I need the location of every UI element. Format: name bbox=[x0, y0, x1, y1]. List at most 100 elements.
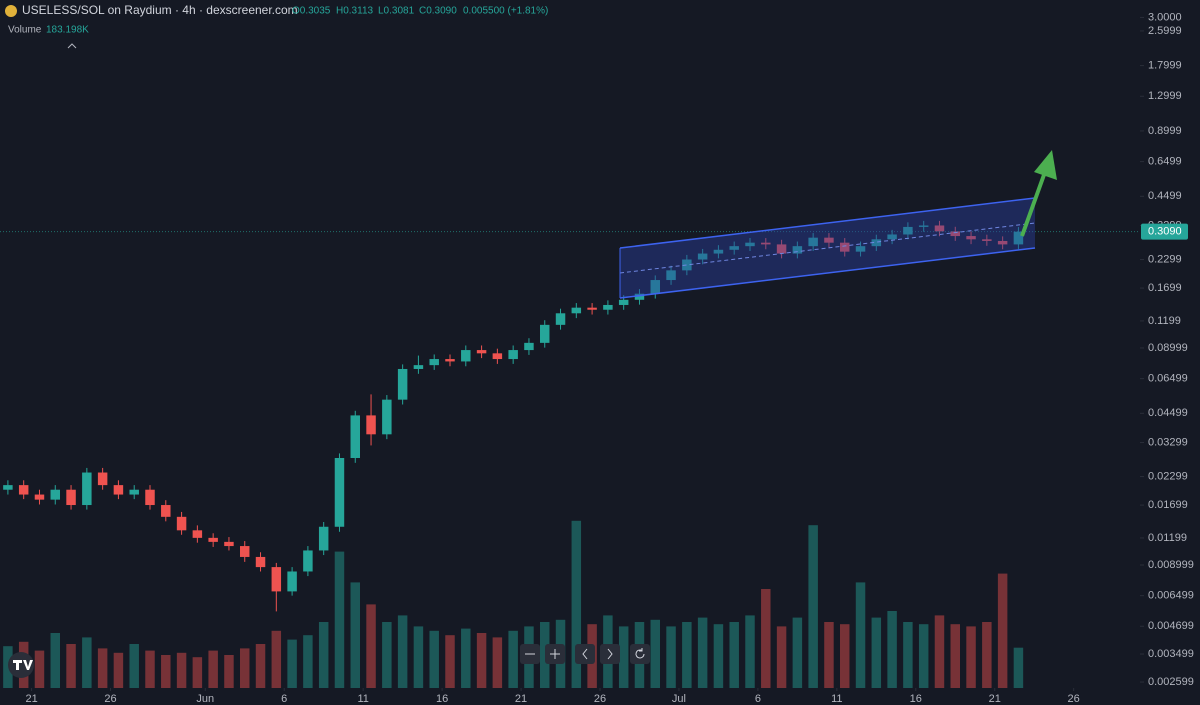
scroll-left-icon bbox=[582, 648, 588, 660]
volume-bar bbox=[113, 652, 124, 688]
volume-bar bbox=[697, 617, 708, 688]
y-tick-label: 0.003499 bbox=[1148, 648, 1194, 660]
chart-title: USELESS/SOL on Raydium · 4h · dexscreene… bbox=[22, 3, 298, 17]
volume-bar bbox=[824, 622, 834, 688]
candle-body bbox=[571, 307, 582, 314]
x-tick-label: 21 bbox=[989, 693, 1001, 705]
volume-bar bbox=[240, 648, 250, 688]
candle-body bbox=[792, 246, 803, 254]
candle-body bbox=[997, 240, 1008, 245]
candle-body bbox=[3, 485, 13, 490]
scroll-right-icon bbox=[607, 648, 613, 660]
volume-bar bbox=[776, 626, 787, 688]
volume-bar bbox=[918, 624, 929, 688]
volume-bar bbox=[3, 646, 13, 688]
volume-bar bbox=[745, 615, 755, 688]
ohlc-high: H0.3113 bbox=[336, 6, 374, 17]
volume-bar bbox=[66, 644, 76, 688]
candle-body bbox=[650, 280, 660, 294]
candle-body bbox=[334, 458, 345, 527]
candle-body bbox=[176, 516, 187, 531]
collapse-icon[interactable] bbox=[67, 43, 77, 49]
candle-body bbox=[66, 489, 76, 506]
toolbar bbox=[520, 644, 650, 664]
y-tick-label: 2.5999 bbox=[1148, 25, 1182, 37]
volume-bar bbox=[792, 617, 803, 688]
y-tick-label: 0.01699 bbox=[1148, 499, 1188, 511]
y-tick-label: 0.04499 bbox=[1148, 407, 1188, 419]
x-tick-label: 11 bbox=[357, 693, 368, 705]
candle-body bbox=[208, 537, 218, 542]
y-tick-label: 0.002599 bbox=[1148, 676, 1194, 688]
reset-button[interactable] bbox=[630, 644, 650, 664]
volume-bar bbox=[950, 624, 960, 688]
y-tick-label: 0.03299 bbox=[1148, 436, 1188, 448]
candle-body bbox=[950, 231, 960, 237]
candle-body bbox=[303, 550, 313, 572]
candle-body bbox=[540, 324, 550, 343]
volume-bar bbox=[271, 630, 282, 688]
candle-body bbox=[366, 415, 376, 435]
candle-body bbox=[224, 541, 234, 547]
x-tick-label: 6 bbox=[281, 693, 287, 705]
candle-body bbox=[1013, 231, 1024, 245]
candle-body bbox=[476, 350, 487, 354]
x-tick-label: 21 bbox=[25, 693, 37, 705]
volume-bar bbox=[429, 630, 439, 688]
candle-body bbox=[255, 556, 266, 568]
volume-bar bbox=[34, 650, 45, 688]
volume-bar bbox=[82, 637, 92, 688]
y-tick-label: 1.2999 bbox=[1148, 90, 1182, 102]
y-tick-label: 0.1199 bbox=[1148, 315, 1181, 327]
candle-body bbox=[82, 472, 92, 506]
volume-bar bbox=[808, 525, 818, 688]
channel bbox=[620, 198, 1035, 298]
volume-bar bbox=[461, 628, 471, 688]
volume-bar bbox=[650, 619, 660, 688]
volume-bar bbox=[540, 622, 550, 688]
y-tick-label: 0.4499 bbox=[1148, 190, 1182, 202]
candle-body bbox=[287, 571, 297, 592]
candle-body bbox=[113, 485, 124, 495]
candle-body bbox=[603, 304, 613, 310]
candle-body bbox=[508, 350, 518, 360]
ohlc-close: C0.3090 bbox=[419, 6, 457, 17]
volume-bar bbox=[887, 611, 897, 688]
volume-bar bbox=[982, 622, 992, 688]
volume-bar bbox=[224, 655, 234, 688]
volume-bar bbox=[934, 615, 945, 688]
scroll-left-button[interactable] bbox=[575, 644, 595, 664]
candle-body bbox=[776, 244, 787, 254]
candle-body bbox=[713, 249, 724, 254]
x-tick-label: 16 bbox=[910, 693, 922, 705]
volume-bar bbox=[618, 626, 629, 688]
y-tick-label: 1.7999 bbox=[1148, 60, 1182, 72]
volume-bar bbox=[476, 633, 487, 688]
volume-bar bbox=[729, 622, 739, 688]
candle-body bbox=[840, 242, 850, 252]
volume-bar bbox=[287, 639, 297, 688]
x-tick-label: 11 bbox=[831, 693, 842, 705]
y-tick-label: 0.008999 bbox=[1148, 559, 1194, 571]
candle-body bbox=[129, 489, 139, 495]
y-tick-label: 0.6499 bbox=[1148, 156, 1182, 168]
volume-bar bbox=[97, 648, 108, 688]
volume-bar bbox=[682, 622, 692, 688]
price-label-box bbox=[1141, 223, 1188, 240]
volume-bar bbox=[840, 624, 850, 688]
x-tick-label: Jun bbox=[196, 693, 214, 705]
candle-body bbox=[397, 368, 408, 400]
volume-bar bbox=[761, 589, 771, 688]
y-tick-label: 0.8999 bbox=[1148, 125, 1182, 137]
volume-bar bbox=[50, 633, 60, 688]
candle-body bbox=[413, 365, 424, 369]
x-tick-label: Jul bbox=[672, 693, 686, 705]
coin-icon bbox=[5, 5, 17, 17]
volume-bar bbox=[208, 650, 218, 688]
volume-bar bbox=[966, 626, 976, 688]
candle-body bbox=[887, 234, 897, 240]
scroll-right-button[interactable] bbox=[600, 644, 620, 664]
reset-icon bbox=[635, 648, 645, 659]
x-tick-label: 21 bbox=[515, 693, 527, 705]
candle-body bbox=[871, 239, 882, 247]
